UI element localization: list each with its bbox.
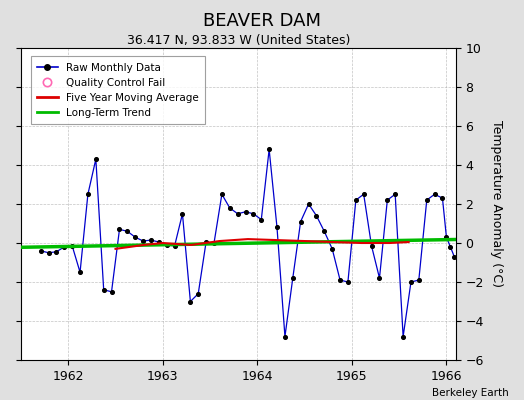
Point <box>442 234 451 240</box>
Point <box>289 275 297 281</box>
Point <box>249 210 258 217</box>
Point <box>76 269 84 276</box>
Point <box>155 239 163 245</box>
Point <box>430 191 439 198</box>
Text: Berkeley Earth: Berkeley Earth <box>432 388 508 398</box>
Point <box>60 244 69 250</box>
Point <box>100 286 108 293</box>
Point <box>352 197 360 203</box>
Point <box>414 277 423 283</box>
Point <box>170 243 179 249</box>
Point <box>281 333 289 340</box>
Point <box>438 195 446 201</box>
Point <box>304 201 313 207</box>
Point <box>273 224 281 230</box>
Point <box>210 240 218 246</box>
Point <box>107 288 116 295</box>
Legend: Raw Monthly Data, Quality Control Fail, Five Year Moving Average, Long-Term Tren: Raw Monthly Data, Quality Control Fail, … <box>30 56 205 124</box>
Point <box>68 243 77 249</box>
Point <box>84 191 92 198</box>
Point <box>359 191 368 198</box>
Point <box>37 248 45 254</box>
Point <box>367 243 376 249</box>
Point <box>234 210 242 217</box>
Point <box>344 279 352 285</box>
Point <box>186 298 194 305</box>
Point <box>242 209 250 215</box>
Point <box>257 216 266 223</box>
Title: 36.417 N, 93.833 W (United States): 36.417 N, 93.833 W (United States) <box>127 34 350 47</box>
Point <box>265 146 274 153</box>
Point <box>123 228 132 234</box>
Point <box>328 246 336 252</box>
Point <box>194 290 202 297</box>
Point <box>383 197 391 203</box>
Point <box>178 210 187 217</box>
Point <box>399 333 407 340</box>
Point <box>450 254 458 260</box>
Text: BEAVER DAM: BEAVER DAM <box>203 12 321 30</box>
Point <box>162 242 171 248</box>
Y-axis label: Temperature Anomaly (°C): Temperature Anomaly (°C) <box>490 120 504 288</box>
Point <box>422 197 431 203</box>
Point <box>336 277 344 283</box>
Point <box>147 237 155 243</box>
Point <box>52 248 61 255</box>
Point <box>131 234 139 240</box>
Point <box>375 275 384 281</box>
Point <box>391 191 399 198</box>
Point <box>92 156 100 162</box>
Point <box>225 205 234 211</box>
Point <box>45 250 53 256</box>
Point <box>115 226 124 232</box>
Point <box>139 238 147 244</box>
Point <box>297 218 305 225</box>
Point <box>446 244 455 250</box>
Point <box>202 239 210 245</box>
Point <box>312 212 321 219</box>
Point <box>217 191 226 198</box>
Point <box>407 279 415 285</box>
Point <box>320 228 329 234</box>
